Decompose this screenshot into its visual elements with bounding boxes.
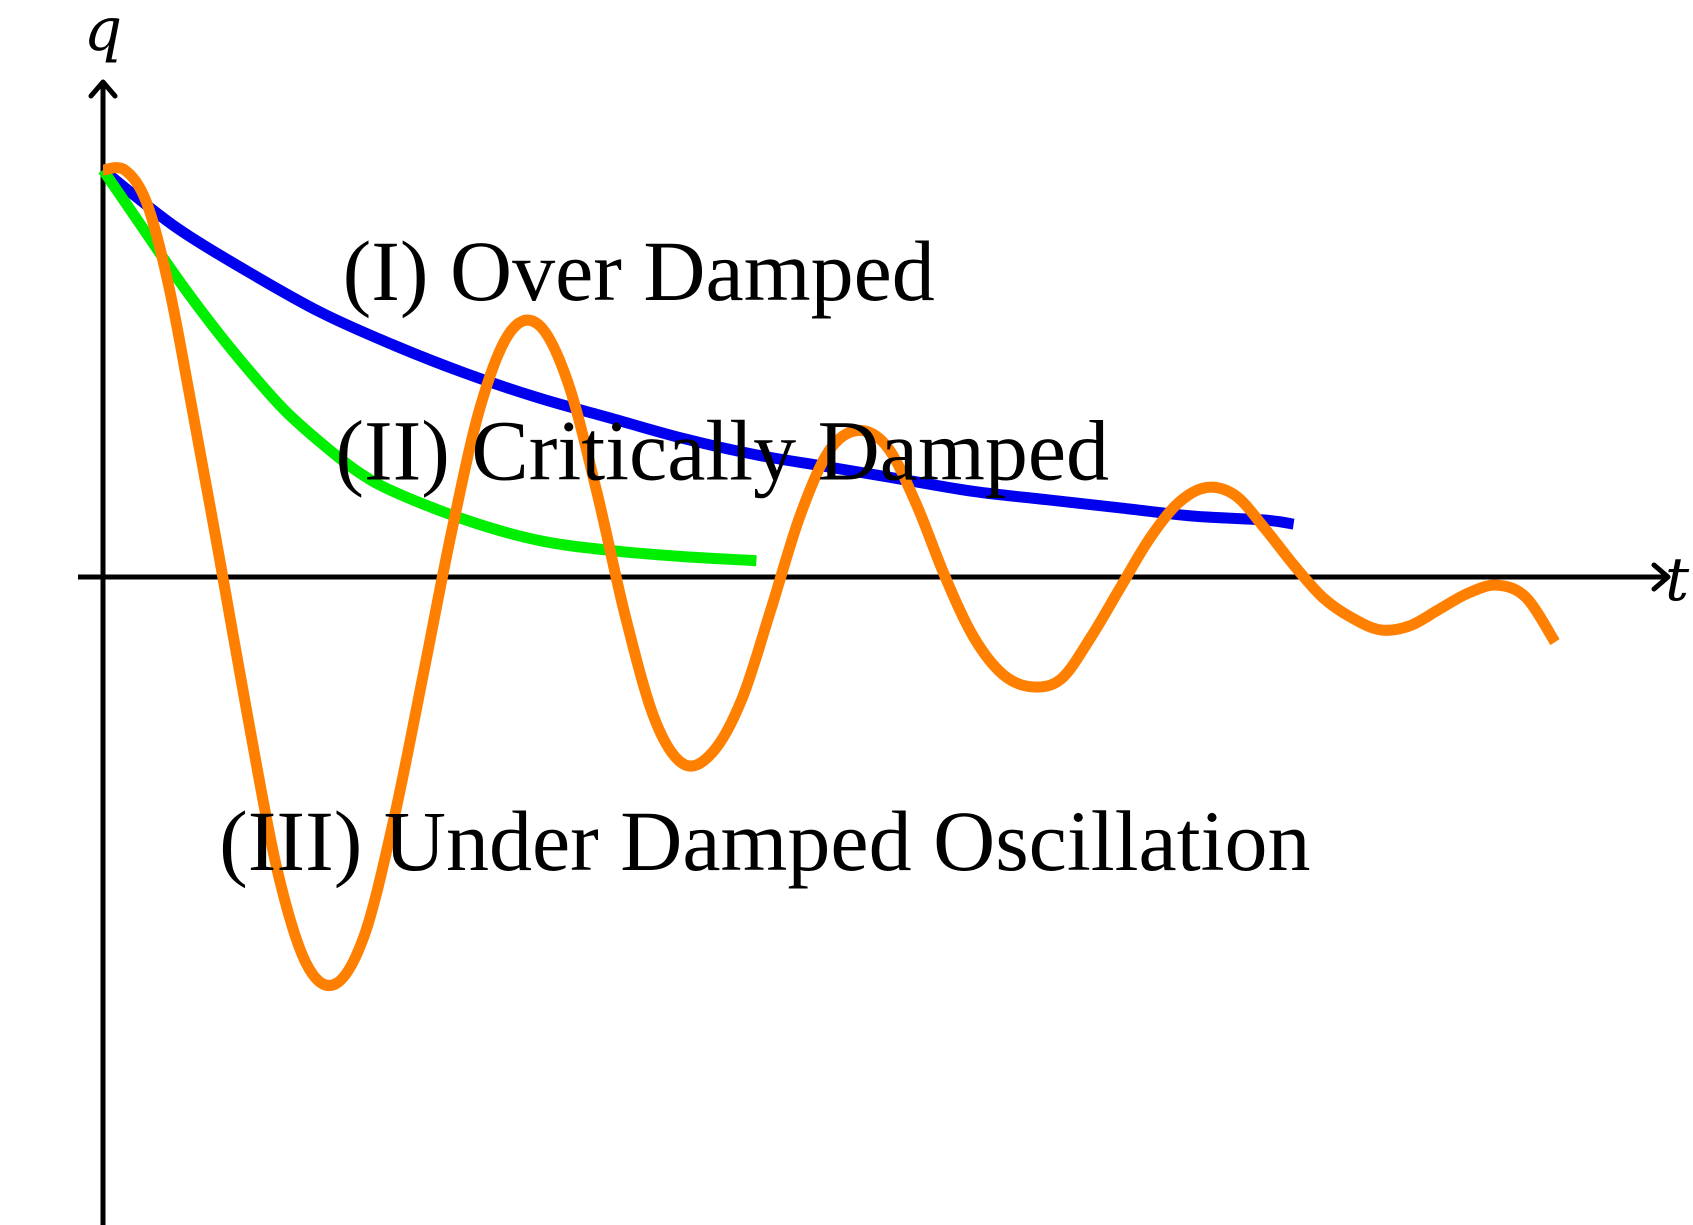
annotation-layer: (I) Over Damped (II) Critically Damped (II… bbox=[219, 223, 1310, 889]
label-critically-damped: (II) Critically Damped bbox=[335, 402, 1109, 498]
y-axis-arrowhead bbox=[88, 79, 118, 99]
axes: q t bbox=[78, 0, 1690, 1225]
label-under-damped-oscillation: (III) Under Damped Oscillation bbox=[219, 793, 1310, 889]
under-damped-curve bbox=[102, 162, 1560, 991]
over-damped-curve bbox=[99, 165, 1295, 530]
x-axis-label: t bbox=[1665, 545, 1690, 615]
x-axis-arrowhead bbox=[1651, 562, 1671, 592]
series-layer bbox=[98, 162, 1560, 991]
label-over-damped: (I) Over Damped bbox=[343, 223, 935, 319]
y-axis-label: q bbox=[84, 0, 122, 65]
